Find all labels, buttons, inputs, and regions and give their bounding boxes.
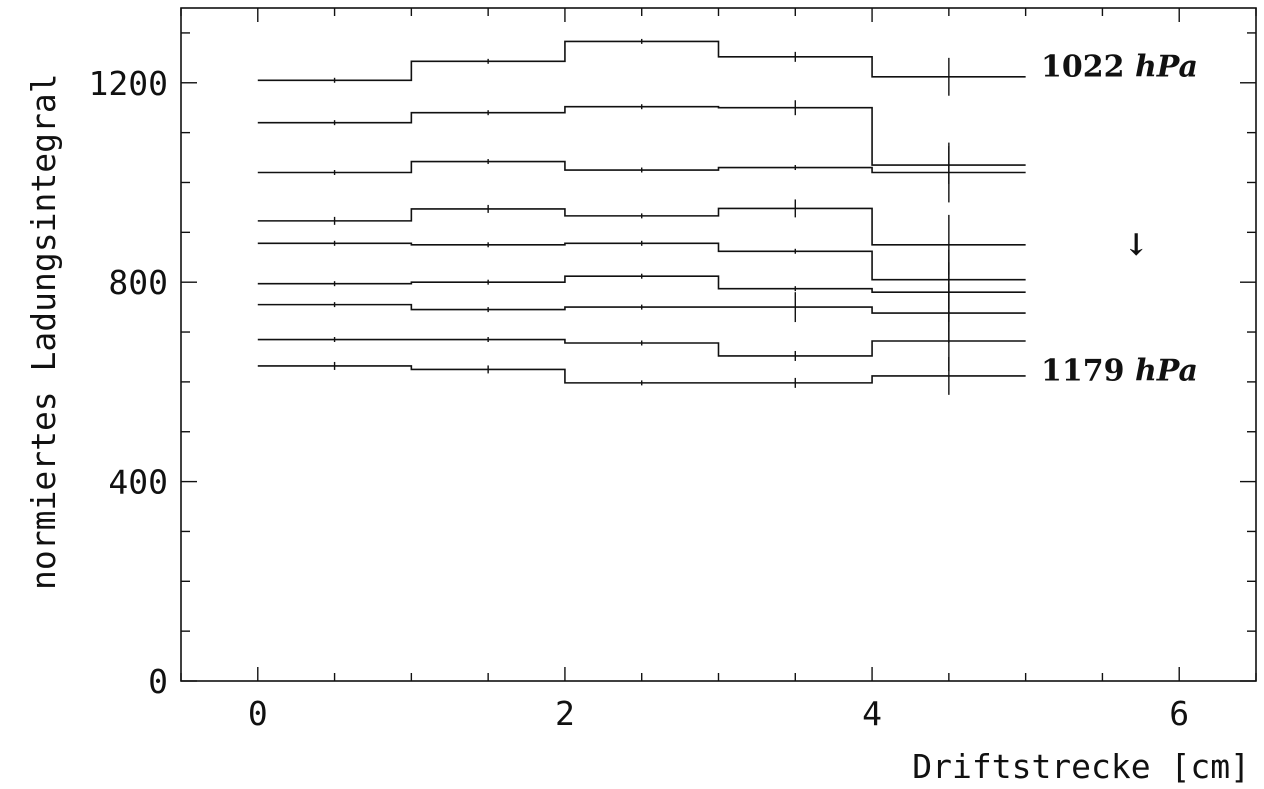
x-tick-label: 2 [555, 694, 575, 733]
pressure-label: 1022 hPa [1041, 49, 1198, 84]
x-tick-label: 6 [1169, 694, 1189, 733]
y-tick-label: 1200 [89, 64, 168, 103]
pressure-value: 1022 [1041, 49, 1135, 84]
x-tick-label: 0 [248, 694, 268, 733]
pressure-unit: hPa [1135, 49, 1198, 84]
pressure-unit: hPa [1135, 353, 1198, 388]
x-tick-labels: 0 2 4 6 [248, 694, 1189, 733]
series-line-8 [257, 338, 1026, 357]
pressure-value: 1179 [1041, 353, 1135, 388]
y-tick-label: 400 [108, 463, 168, 502]
y-tick-labels: 0 400 800 1200 [89, 64, 168, 701]
series-group [257, 40, 1026, 384]
x-tick-label: 4 [862, 694, 882, 733]
axis-ticks [180, 8, 1257, 682]
pressure-label: 1179 hPa [1041, 353, 1198, 388]
series-line-7 [257, 303, 1026, 314]
error-bars [333, 38, 950, 395]
series-line-2 [257, 105, 1026, 166]
series-line-9 [257, 365, 1026, 384]
y-tick-label: 0 [148, 662, 168, 701]
x-axis-title: Driftstrecke [cm] [912, 747, 1250, 786]
arrow-annotation: ↓ [1124, 228, 1149, 263]
y-axis-title: normiertes Ladungsintegral [24, 73, 63, 590]
series-line-1 [257, 40, 1026, 82]
y-tick-label: 800 [108, 263, 168, 302]
